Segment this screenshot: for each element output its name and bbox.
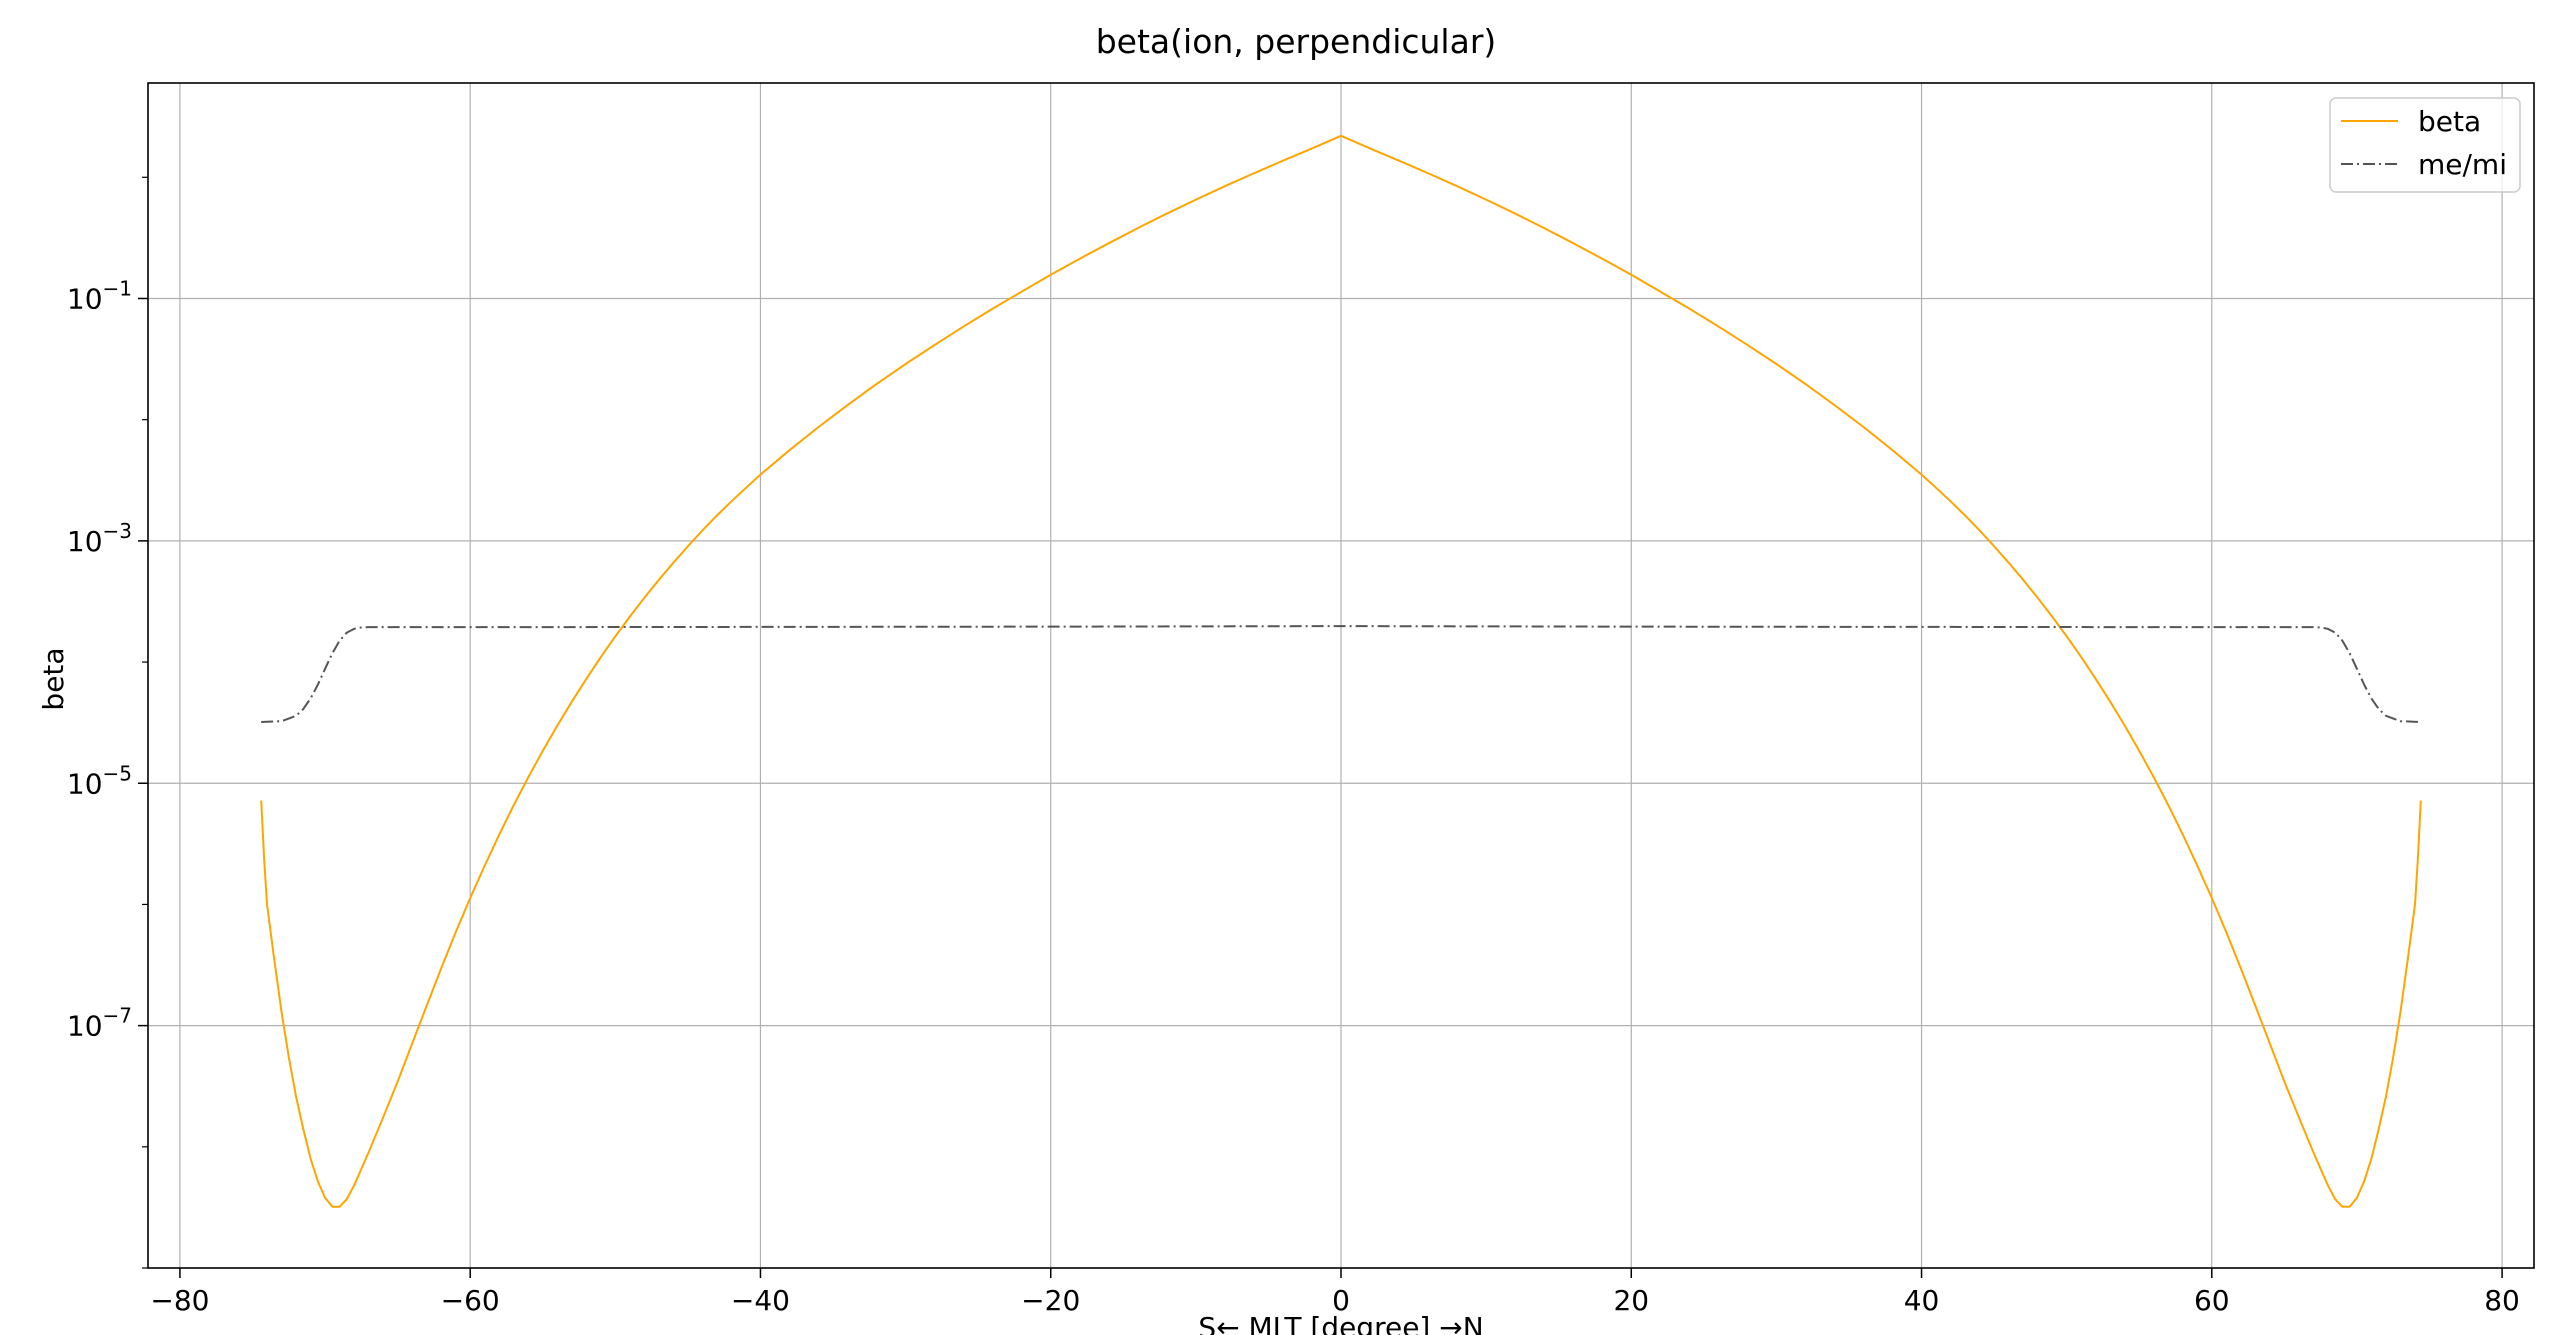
series-line-me-mi xyxy=(261,625,2421,724)
grid xyxy=(148,83,2534,1268)
x-axis-label: S← MLT [degree] →N xyxy=(1198,1311,1483,1335)
x-tick-label: −60 xyxy=(441,1284,500,1317)
x-tick-label: 80 xyxy=(2484,1284,2520,1317)
y-tick-label: 10−7 xyxy=(67,1004,132,1043)
x-tick-label: 20 xyxy=(1613,1284,1649,1317)
chart-title: beta(ion, perpendicular) xyxy=(1096,22,1497,61)
y-tick-label: 10−1 xyxy=(67,276,132,315)
legend-label-me-mi: me/mi xyxy=(2418,148,2507,181)
y-tick-label: 10−5 xyxy=(67,761,132,800)
y-tick-label: 10−3 xyxy=(67,519,132,558)
x-tick-label: 60 xyxy=(2194,1284,2230,1317)
x-tick-label: −80 xyxy=(150,1284,209,1317)
legend-label-beta: beta xyxy=(2418,105,2481,138)
x-tick-label: −20 xyxy=(1021,1284,1080,1317)
x-tick-label: −40 xyxy=(731,1284,790,1317)
x-tick-label: 0 xyxy=(1332,1284,1350,1317)
axes-ticks: −80 −60 −40 −20 0 20 40 60 80 10−7 10−5 10−3 10−1 xyxy=(67,176,2520,1317)
legend: beta me/mi xyxy=(2329,97,2521,193)
series-line-beta xyxy=(260,134,2422,1208)
y-axis-label: beta xyxy=(37,647,70,710)
x-tick-label: 40 xyxy=(1904,1284,1940,1317)
plot-area xyxy=(260,134,2422,1208)
